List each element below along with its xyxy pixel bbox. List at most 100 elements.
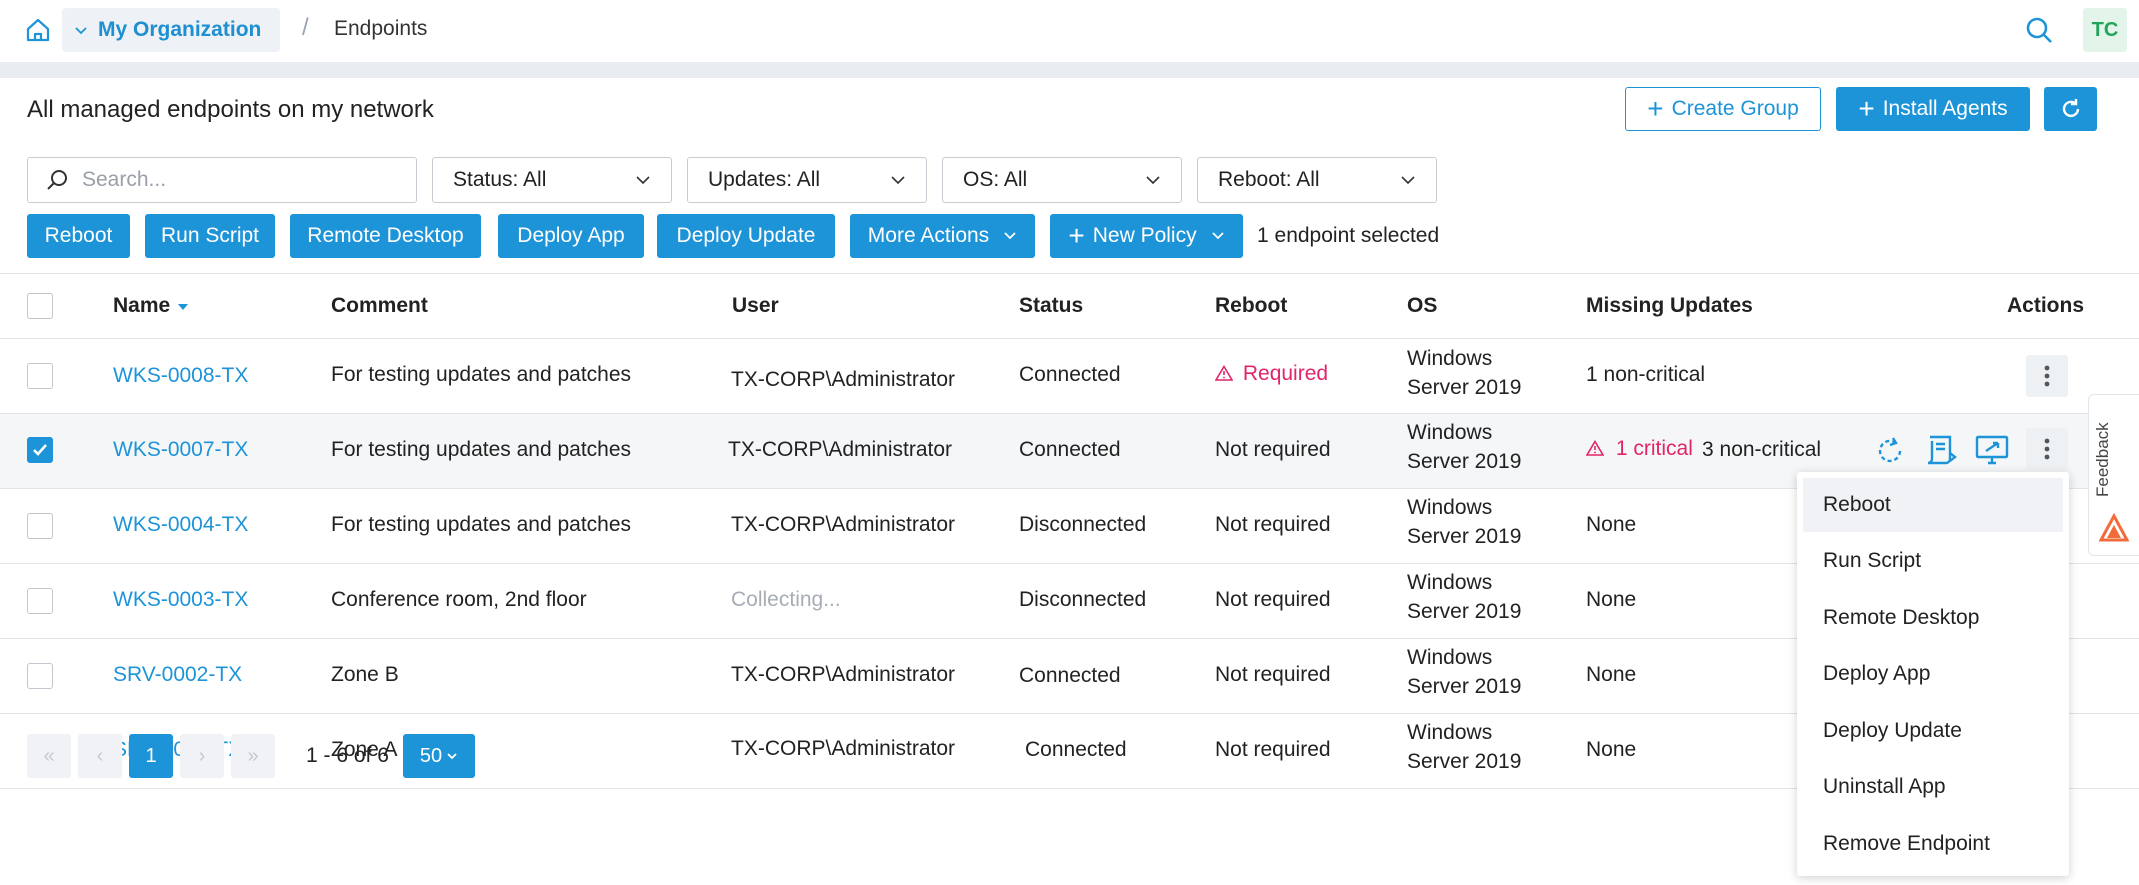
comment-cell: For testing updates and patches [331, 513, 632, 536]
endpoint-name-link[interactable]: WKS-0008-TX [113, 364, 249, 387]
status-cell: Disconnected [1019, 513, 1147, 536]
warning-icon [1214, 364, 1234, 381]
os-cell-line2: Server 2019 [1407, 450, 1522, 473]
menu-item-reboot[interactable]: Reboot [1803, 478, 2063, 532]
row-checkbox[interactable] [27, 663, 53, 689]
avatar[interactable]: TC [2083, 8, 2127, 52]
reboot-button[interactable]: Reboot [27, 214, 130, 258]
row-actions-button[interactable] [2026, 428, 2068, 470]
install-agents-button[interactable]: + Install Agents [1836, 87, 2030, 131]
more-vertical-icon [2044, 438, 2050, 460]
updates-filter-select[interactable]: Updates: All [687, 157, 927, 203]
menu-item-remove-endpoint[interactable]: Remove Endpoint [1823, 832, 1990, 855]
organization-switcher[interactable]: My Organization [62, 8, 280, 52]
os-cell-line1: Windows [1407, 721, 1493, 744]
table-row[interactable]: WKS-0004-TX For testing updates and patc… [0, 489, 2139, 564]
column-header-status: Status [1019, 294, 1084, 317]
new-policy-button[interactable]: + New Policy [1050, 214, 1243, 258]
os-cell-line1: Windows [1407, 421, 1493, 444]
endpoint-name-link[interactable]: WKS-0007-TX [113, 438, 249, 461]
row-actions-button[interactable] [2026, 355, 2068, 397]
divider [0, 273, 2139, 274]
feedback-logo-icon [2099, 513, 2129, 542]
plus-icon: + [1068, 220, 1085, 251]
status-cell: Disconnected [1019, 588, 1147, 611]
row-checkbox[interactable] [27, 437, 53, 463]
run-script-button[interactable]: Run Script [145, 214, 275, 258]
plus-icon: + [1647, 93, 1664, 124]
warning-icon [1585, 439, 1605, 456]
run-script-icon[interactable] [1923, 433, 1959, 469]
refresh-icon [2062, 99, 2079, 118]
reboot-cell: Required [1214, 362, 1328, 386]
home-icon[interactable] [24, 16, 52, 44]
column-header-name[interactable]: Name [113, 294, 190, 318]
row-actions-menu: Reboot Run Script Remote Desktop Deploy … [1797, 472, 2069, 876]
feedback-tab[interactable]: Feedback [2088, 394, 2139, 556]
row-checkbox[interactable] [27, 588, 53, 614]
reboot-action-icon[interactable] [1873, 434, 1907, 468]
endpoint-name-link[interactable]: WKS-0004-TX [113, 513, 249, 536]
menu-item-deploy-app[interactable]: Deploy App [1823, 662, 1931, 685]
prev-page-button[interactable]: ‹ [78, 734, 122, 778]
row-checkbox[interactable] [27, 513, 53, 539]
first-page-button[interactable]: « [27, 734, 71, 778]
chevron-down-icon [1146, 176, 1160, 185]
table-row[interactable]: WKS-0008-TX For testing updates and patc… [0, 339, 2139, 414]
user-cell: TX-CORP\Administrator [728, 438, 953, 461]
feedback-label: Feedback [2093, 422, 2112, 498]
remote-desktop-icon[interactable] [1974, 433, 2010, 469]
select-all-checkbox[interactable] [27, 293, 53, 319]
more-actions-button[interactable]: More Actions [850, 214, 1035, 258]
os-cell-line2: Server 2019 [1407, 675, 1522, 698]
menu-item-uninstall-app[interactable]: Uninstall App [1823, 775, 1946, 798]
sort-desc-icon [178, 304, 189, 310]
remote-desktop-button[interactable]: Remote Desktop [290, 214, 481, 258]
missing-updates-cell: None [1586, 738, 1637, 761]
organization-name: My Organization [98, 18, 262, 41]
breadcrumb-separator: / [302, 14, 309, 41]
missing-updates-cell: None [1586, 513, 1637, 536]
status-cell: Connected [1019, 664, 1121, 687]
search-icon[interactable] [2024, 15, 2054, 45]
chevron-down-icon [447, 753, 457, 760]
os-filter-select[interactable]: OS: All [942, 157, 1182, 203]
page-size-select[interactable]: 50 [403, 734, 475, 778]
chevron-down-icon [1401, 176, 1415, 185]
create-group-button[interactable]: + Create Group [1625, 87, 1821, 131]
critical-updates-badge[interactable]: 1 critical [1585, 437, 1693, 461]
deploy-update-button[interactable]: Deploy Update [657, 214, 835, 258]
missing-updates-cell: 1 non-critical [1586, 363, 1706, 386]
status-cell: Connected [1025, 738, 1127, 761]
table-row[interactable]: WKS-0007-TX For testing updates and patc… [0, 414, 2139, 489]
column-header-reboot: Reboot [1215, 294, 1288, 317]
comment-cell: Zone B [331, 663, 399, 686]
row-checkbox[interactable] [27, 363, 53, 389]
endpoint-name-link[interactable]: SRV-0002-TX [113, 663, 243, 686]
table-row[interactable]: WKS-0003-TX Conference room, 2nd floor C… [0, 564, 2139, 639]
endpoint-name-link[interactable]: WKS-0003-TX [113, 588, 249, 611]
divider [0, 788, 2139, 789]
table-row[interactable]: SRV-0002-TX Zone B TX-CORP\Administrator… [0, 639, 2139, 714]
refresh-button[interactable] [2044, 87, 2097, 131]
reboot-cell: Not required [1215, 663, 1331, 686]
checkmark-icon [33, 444, 47, 456]
deploy-app-button[interactable]: Deploy App [498, 214, 644, 258]
menu-item-deploy-update[interactable]: Deploy Update [1823, 719, 1962, 742]
comment-cell: Conference room, 2nd floor [331, 588, 587, 611]
current-page-button[interactable]: 1 [129, 734, 173, 778]
reboot-filter-select[interactable]: Reboot: All [1197, 157, 1437, 203]
status-filter-select[interactable]: Status: All [432, 157, 672, 203]
divider [0, 563, 2139, 564]
last-page-button[interactable]: » [231, 734, 275, 778]
column-header-comment: Comment [331, 294, 428, 317]
next-page-button[interactable]: › [180, 734, 224, 778]
menu-item-run-script[interactable]: Run Script [1823, 549, 1922, 572]
missing-updates-cell: None [1586, 588, 1637, 611]
search-input[interactable]: Search... [27, 157, 417, 203]
pagination-range: 1 - 6 of 6 [306, 744, 389, 767]
missing-updates-cell: None [1586, 663, 1637, 686]
os-cell-line1: Windows [1407, 646, 1493, 669]
menu-item-remote-desktop[interactable]: Remote Desktop [1823, 606, 1980, 629]
divider [0, 338, 2139, 339]
